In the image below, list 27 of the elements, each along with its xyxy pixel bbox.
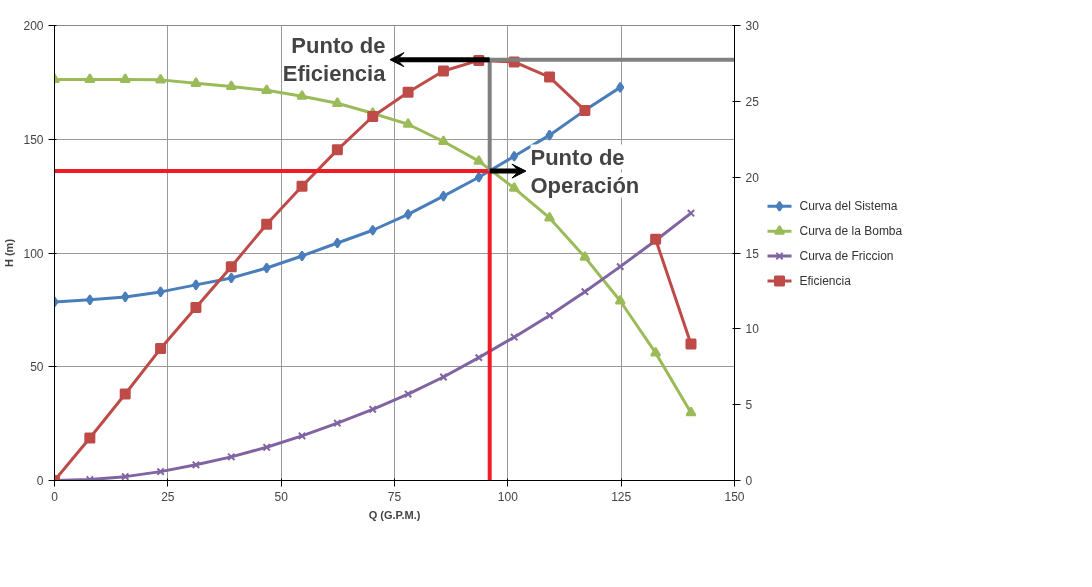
annotation: Punto de Operación (530, 144, 640, 198)
x-tick-label: 100 (497, 489, 519, 504)
x-tick-label: 0 (51, 489, 59, 504)
legend-label: Curva del Sistema (799, 199, 898, 214)
x-tick-label: 150 (724, 489, 745, 504)
legend-label: Curva de la Bomba (799, 224, 903, 239)
y2-tick-label: 10 (745, 322, 760, 337)
y-tick-label: 200 (23, 19, 44, 33)
y-axis-title: H (m) (3, 238, 16, 268)
y2-tick-label: 0 (745, 474, 753, 488)
legend-label: Eficiencia (799, 273, 852, 288)
x-tick-label: 50 (274, 489, 289, 504)
x-axis-title: Q (G.P.M.) (368, 508, 421, 521)
y2-tick-label: 30 (745, 19, 760, 33)
y2-tick-label: 20 (745, 170, 760, 185)
y-tick-label: 100 (23, 246, 44, 261)
y-tick-label: 0 (36, 474, 44, 488)
x-tick-label: 75 (387, 489, 402, 504)
x-tick-label: 25 (161, 489, 175, 504)
y2-tick-label: 5 (745, 398, 753, 413)
y-tick-label: 50 (30, 360, 44, 375)
annotation: Punto de Eficiencia (282, 33, 387, 87)
y2-tick-label: 15 (745, 246, 760, 261)
x-tick-label: 125 (611, 489, 632, 504)
y-tick-label: 150 (23, 132, 44, 147)
y2-tick-label: 25 (745, 94, 760, 109)
legend-label: Curva de Friccion (799, 249, 894, 264)
